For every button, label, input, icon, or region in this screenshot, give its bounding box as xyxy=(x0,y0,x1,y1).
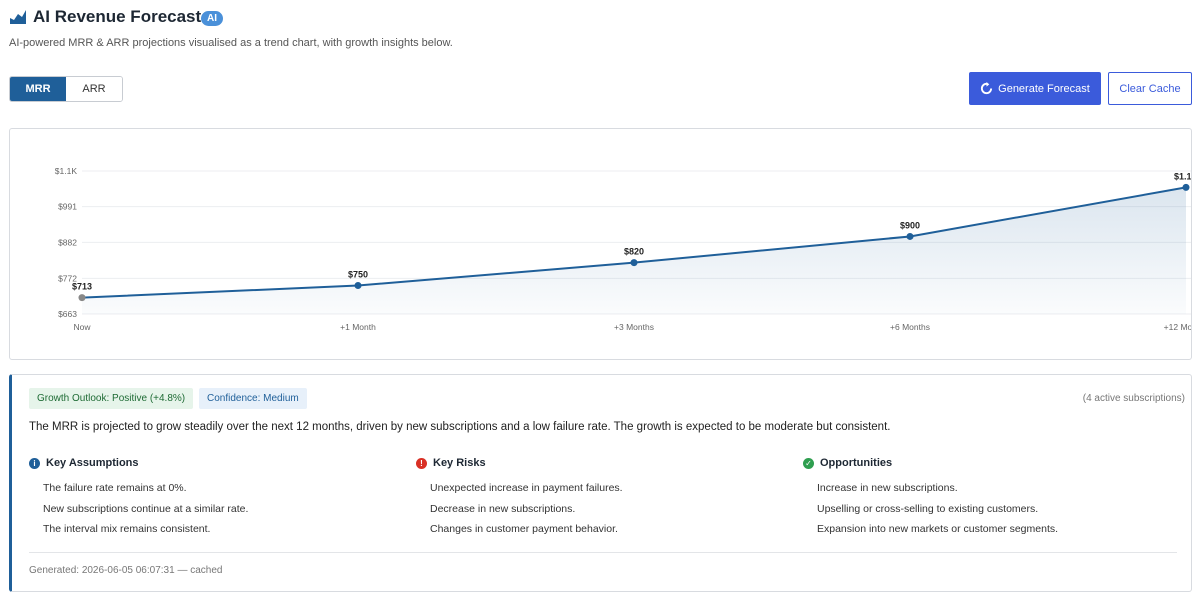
data-label: $900 xyxy=(900,220,920,230)
subscription-count: (4 active subscriptions) xyxy=(1082,393,1185,404)
tab-group: MRR ARR xyxy=(9,76,123,102)
tab[interactable]: MRR xyxy=(10,77,66,101)
x-tick-label: +3 Months xyxy=(614,322,654,332)
area xyxy=(82,187,1186,314)
data-label: $750 xyxy=(348,270,368,280)
insight-column: ✓ Opportunities Increase in new subscripti… xyxy=(803,457,1183,544)
y-tick-label: $882 xyxy=(58,237,77,247)
tab[interactable]: ARR xyxy=(66,77,122,101)
ai-badge: AI xyxy=(201,11,223,26)
divider xyxy=(29,552,1177,553)
insights-card: Growth Outlook: Positive (+4.8%) Confide… xyxy=(9,374,1192,592)
point xyxy=(630,259,638,267)
column-icon: ! xyxy=(416,457,427,469)
item-list: Increase in new subscriptions. Upselling … xyxy=(803,482,1183,535)
outlook-badge: Growth Outlook: Positive (+4.8%) xyxy=(29,388,194,409)
column-icon: i xyxy=(29,457,40,469)
point xyxy=(354,282,362,290)
x-tick-label: +6 Months xyxy=(890,322,930,332)
list-item: Decrease in new subscriptions. xyxy=(430,502,576,515)
item-list: Unexpected increase in payment failures.… xyxy=(416,482,796,535)
title: AI Revenue Forecast xyxy=(33,7,202,26)
y-tick-label: $772 xyxy=(58,273,77,283)
list-item: New subscriptions continue at a similar … xyxy=(43,502,249,515)
list-item: Changes in customer payment behavior. xyxy=(430,523,618,535)
confidence-badge: Confidence: Medium xyxy=(199,388,307,409)
x-tick-label: +1 Month xyxy=(340,322,376,332)
column-heading: ✓ Opportunities xyxy=(803,457,1183,469)
column-heading: i Key Assumptions xyxy=(29,457,409,469)
y-tick-label: $1.1K xyxy=(55,166,78,176)
data-label: $713 xyxy=(72,282,92,292)
point xyxy=(78,294,86,302)
column-heading: ! Key Risks xyxy=(416,457,796,469)
insight-column: i Key Assumptions The failure rate remains… xyxy=(29,457,409,544)
list-item: Upselling or cross-selling to existing c… xyxy=(817,502,1039,515)
clear-button[interactable]: Clear Cache xyxy=(1108,72,1192,105)
column-title: Key Assumptions xyxy=(46,457,139,469)
column-icon: ✓ xyxy=(803,457,814,469)
list-item: Unexpected increase in payment failures. xyxy=(430,482,623,494)
subtitle: AI-powered MRR & ARR projections visuali… xyxy=(9,37,453,49)
list-item: The failure rate remains at 0%. xyxy=(43,482,187,494)
generate-button[interactable]: Generate Forecast xyxy=(969,72,1101,105)
list-item: Increase in new subscriptions. xyxy=(817,482,958,494)
list-item: The interval mix remains consistent. xyxy=(43,523,211,535)
insight-column: ! Key Risks Unexpected increase in payment… xyxy=(416,457,796,544)
column-title: Opportunities xyxy=(820,457,893,469)
refresh-icon xyxy=(981,82,993,95)
point xyxy=(906,232,914,240)
summary: The MRR is projected to grow steadily ov… xyxy=(29,421,891,433)
chart-card: $663 $772 $882 $991 $1.1K Now +1 Month +3 Month… xyxy=(9,128,1192,360)
button-label: Generate Forecast xyxy=(998,82,1090,95)
data-label: $1.1K xyxy=(1174,171,1192,181)
data-label: $820 xyxy=(624,247,644,257)
logo-icon xyxy=(10,10,26,24)
item-list: The failure rate remains at 0%. New subsc… xyxy=(29,482,409,535)
x-tick-label: +12 Months xyxy=(1164,322,1192,332)
column-title: Key Risks xyxy=(433,457,486,469)
y-tick-label: $991 xyxy=(58,202,77,212)
footer: Generated: 2026-06-05 06:07:31 — cached xyxy=(29,565,223,576)
x-tick-label: Now xyxy=(73,322,91,332)
chart: $663 $772 $882 $991 $1.1K Now +1 Month +3 Month… xyxy=(55,166,1192,332)
list-item: Expansion into new markets or customer s… xyxy=(817,523,1059,535)
y-tick-label: $663 xyxy=(58,309,77,319)
point xyxy=(1182,183,1190,191)
